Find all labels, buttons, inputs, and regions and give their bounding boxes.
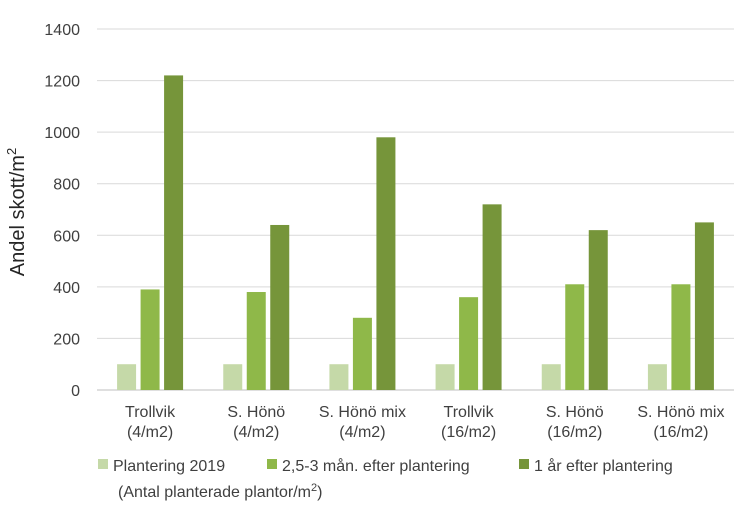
bar: [270, 224, 290, 390]
legend-swatch: [267, 459, 277, 469]
bar: [435, 364, 455, 390]
bar: [482, 204, 502, 390]
legend-label: Plantering 2019: [113, 458, 225, 475]
y-tick-label: 400: [53, 280, 80, 297]
bar: [223, 364, 243, 390]
bar: [671, 284, 691, 390]
bar: [164, 75, 184, 391]
legend: Plantering 2019 2,5-3 mån. efter planteri…: [98, 457, 673, 475]
bar: [329, 364, 349, 390]
bars: [117, 75, 714, 391]
x-category-label: S. Hönö mix (16/m2): [637, 404, 724, 441]
x-category-label: S. Hönö (16/m2): [546, 404, 604, 441]
y-tick-labels: 0 200 400 600 800 1000 1200 1400: [44, 22, 80, 400]
y-tick-label: 200: [53, 331, 80, 348]
y-tick-label: 800: [53, 177, 80, 194]
x-category-label: Trollvik (4/m2): [125, 404, 176, 441]
bar: [565, 284, 585, 390]
legend-swatch: [519, 459, 529, 469]
y-tick-label: 1200: [44, 74, 80, 91]
x-category-label: Trollvik (16/m2): [441, 404, 496, 441]
y-tick-label: 1000: [44, 125, 80, 142]
legend-label: 1 år efter plantering: [534, 457, 673, 475]
bar: [694, 222, 714, 390]
bar: [588, 230, 608, 390]
bar: [246, 292, 266, 390]
bar: [541, 364, 561, 390]
bar: [352, 317, 372, 390]
y-tick-label: 600: [53, 228, 80, 245]
y-tick-label: 1400: [44, 22, 80, 39]
bar: [140, 289, 160, 390]
x-category-labels: Trollvik (4/m2) S. Hönö (4/m2) S. Hönö mix (4…: [125, 404, 724, 441]
legend-label: 2,5-3 mån. efter plantering: [282, 457, 470, 475]
x-category-label: S. Hönö (4/m2): [227, 404, 285, 441]
y-axis-title: Andel skott/m2: [4, 148, 29, 276]
legend-swatch: [98, 459, 108, 469]
bar: [117, 364, 137, 390]
bar: [376, 137, 396, 390]
x-category-label: S. Hönö mix (4/m2): [319, 404, 406, 441]
bar: [647, 364, 667, 390]
x-axis-title: (Antal planterade plantor/m2): [118, 482, 322, 501]
bar: [459, 297, 479, 390]
y-tick-label: 0: [71, 383, 80, 400]
gridlines: [97, 28, 734, 391]
